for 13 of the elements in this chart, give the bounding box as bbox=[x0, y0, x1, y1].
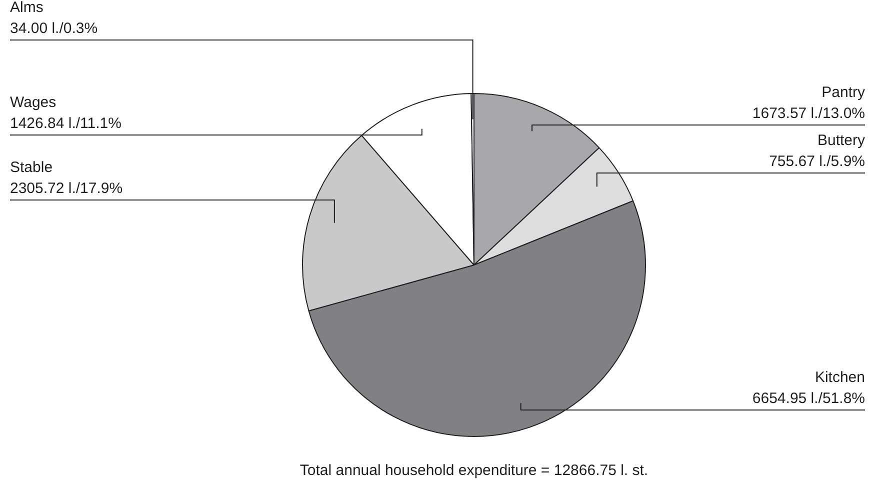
slice-label: Alms bbox=[10, 0, 44, 16]
slice-label: Pantry bbox=[822, 84, 866, 101]
data-label: 755.67 l./5.9% bbox=[769, 153, 865, 170]
slice-label: Wages bbox=[10, 94, 56, 111]
data-label: 1673.57 l./13.0% bbox=[752, 105, 865, 122]
text: Total annual household expenditure = 12866.75 l. st. bbox=[300, 462, 648, 479]
data-label: 34.00 l./0.3% bbox=[10, 20, 98, 37]
data-label: 2305.72 l./17.9% bbox=[10, 180, 123, 197]
slice-label: Buttery bbox=[817, 132, 866, 149]
slice-label: Kitchen bbox=[814, 369, 865, 386]
data-label: 6654.95 l./51.8% bbox=[752, 390, 865, 407]
slice-label: Stable bbox=[10, 159, 53, 176]
data-label: 1426.84 l./11.1% bbox=[10, 115, 122, 132]
